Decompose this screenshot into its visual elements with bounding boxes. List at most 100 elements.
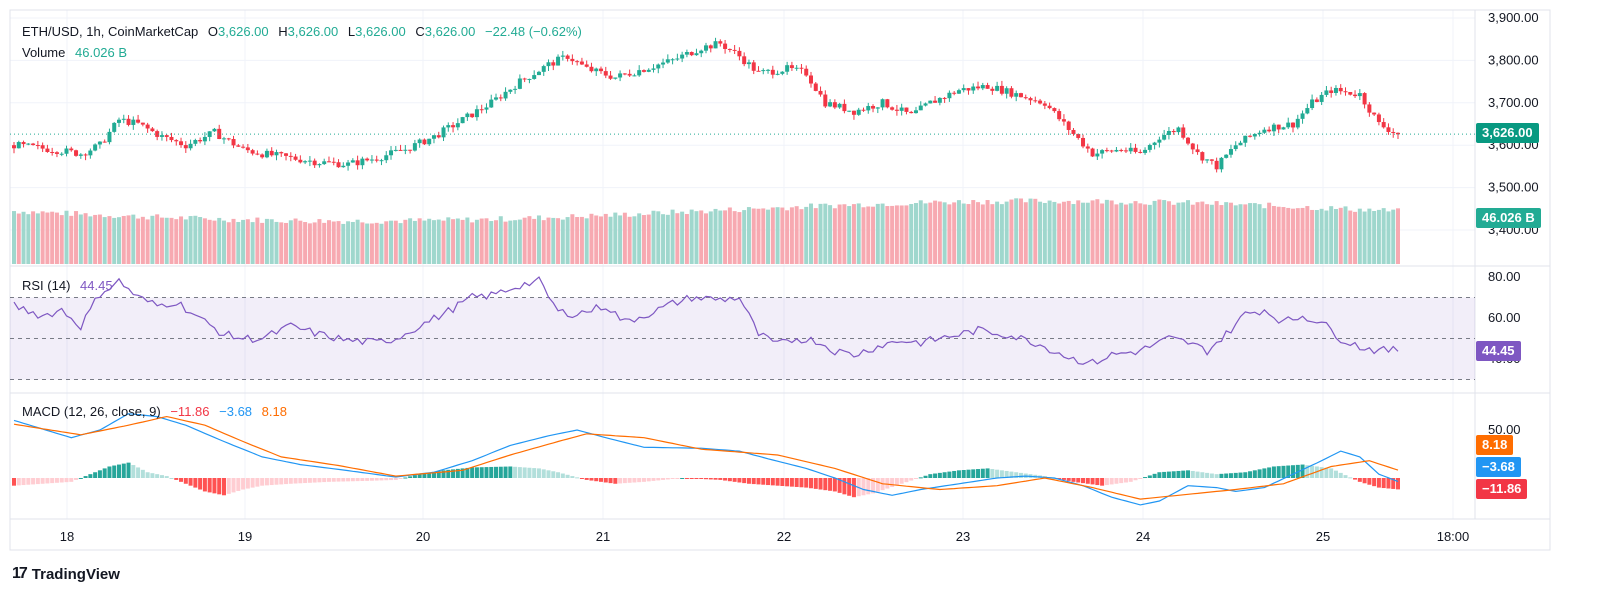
candle-body [350, 160, 355, 163]
macd-histogram-bar [756, 478, 761, 485]
candle-body [995, 85, 1000, 91]
volume-bar [336, 221, 341, 264]
macd-histogram-bar [1109, 478, 1114, 485]
candle-body [1333, 87, 1338, 93]
macd-histogram-bar [579, 478, 584, 479]
macd-histogram-bar [174, 478, 179, 480]
volume-bar [560, 219, 565, 264]
volume-bar [112, 217, 117, 264]
tradingview-logo[interactable]: 17 TradingView [12, 565, 120, 583]
candle-body [847, 110, 852, 112]
macd-histogram-bar [1171, 471, 1176, 478]
macd-histogram-bar [1205, 472, 1210, 478]
candle-body [1147, 144, 1152, 150]
volume-bar [1324, 210, 1329, 264]
volume-bar [1248, 203, 1253, 264]
candle-body [198, 140, 203, 142]
candle-body [136, 119, 141, 123]
macd-histogram-bar [851, 478, 856, 498]
macd-histogram-bar [618, 478, 623, 484]
volume-bar [1286, 207, 1291, 264]
macd-histogram-bar [245, 478, 250, 489]
candle-body [1305, 108, 1310, 114]
volume-bar [1348, 210, 1353, 264]
volume-bar [374, 222, 379, 264]
macd-histogram-bar [346, 478, 351, 482]
candle-body [1252, 133, 1257, 137]
volume-bar [12, 211, 16, 264]
candle-body [88, 150, 93, 156]
candle-body [45, 148, 50, 152]
macd-histogram-bar [131, 465, 136, 478]
volume-bar [995, 201, 1000, 264]
candle-body [74, 150, 79, 156]
macd-histogram-bar [589, 478, 594, 481]
time-tick-label: 22 [777, 529, 791, 544]
volume-bar [1176, 202, 1181, 264]
volume-bar [1038, 201, 1043, 264]
volume-bar [1338, 207, 1343, 264]
volume-bar [145, 219, 150, 264]
candle-body [603, 71, 608, 76]
macd-histogram-bar [74, 478, 79, 480]
volume-bar [546, 217, 551, 264]
volume-bar [794, 206, 799, 264]
macd-histogram-bar [570, 476, 575, 478]
volume-bar [828, 205, 833, 264]
volume-bar [1343, 206, 1348, 264]
volume-bar [1396, 208, 1400, 264]
candle-body [1257, 132, 1262, 134]
candle-body [990, 88, 995, 91]
candle-body [1314, 99, 1319, 102]
candle-body [16, 142, 21, 149]
candle-body [1128, 147, 1133, 152]
macd-histogram-bar [331, 478, 336, 482]
price-badge: 3,626.00 [1476, 123, 1539, 143]
macd-histogram-bar [112, 465, 117, 478]
candle-body [746, 62, 751, 65]
macd-histogram-bar [661, 478, 666, 480]
macd-histogram-bar [1123, 478, 1128, 483]
macd-histogram-bar [83, 476, 88, 478]
volume-bar [1372, 210, 1377, 264]
candle-body [1176, 127, 1181, 133]
volume-bar [541, 220, 546, 264]
macd-histogram-bar [26, 478, 31, 485]
macd-histogram-bar [1014, 472, 1019, 478]
volume-label: Volume [22, 45, 66, 60]
volume-bar [909, 204, 914, 264]
volume-bar [966, 204, 971, 264]
volume-bar [808, 203, 813, 264]
macd-histogram-bar [828, 478, 833, 491]
candle-body [670, 59, 675, 61]
macd-histogram-bar [150, 473, 155, 478]
macd-histogram-bar [933, 473, 938, 478]
macd-histogram-bar [613, 478, 618, 484]
volume-bar [1085, 202, 1090, 264]
candle-body [842, 103, 847, 112]
macd-histogram-bar [136, 467, 141, 478]
macd-histogram-bar [231, 478, 236, 493]
macd-histogram-bar [532, 468, 537, 478]
candle-body [704, 45, 708, 51]
candle-body [770, 69, 775, 75]
candle-body [1023, 97, 1028, 99]
volume-bar [1228, 202, 1233, 264]
candle-body [794, 67, 799, 69]
volume-bar [665, 214, 670, 264]
candle-body [269, 150, 274, 156]
volume-bar [489, 221, 494, 264]
volume-bar [579, 216, 584, 264]
macd-badge: −3.68 [1476, 457, 1521, 477]
volume-bar [35, 213, 40, 264]
macd-histogram-bar [236, 478, 241, 491]
candle-body [837, 103, 842, 108]
volume-bar [1233, 205, 1238, 264]
candle-body [1152, 142, 1157, 145]
macd-histogram-bar [937, 472, 942, 478]
volume-bar [121, 215, 126, 264]
macd-histogram-bar [412, 475, 417, 478]
candle-body [131, 119, 136, 125]
volume-bar [465, 217, 470, 264]
